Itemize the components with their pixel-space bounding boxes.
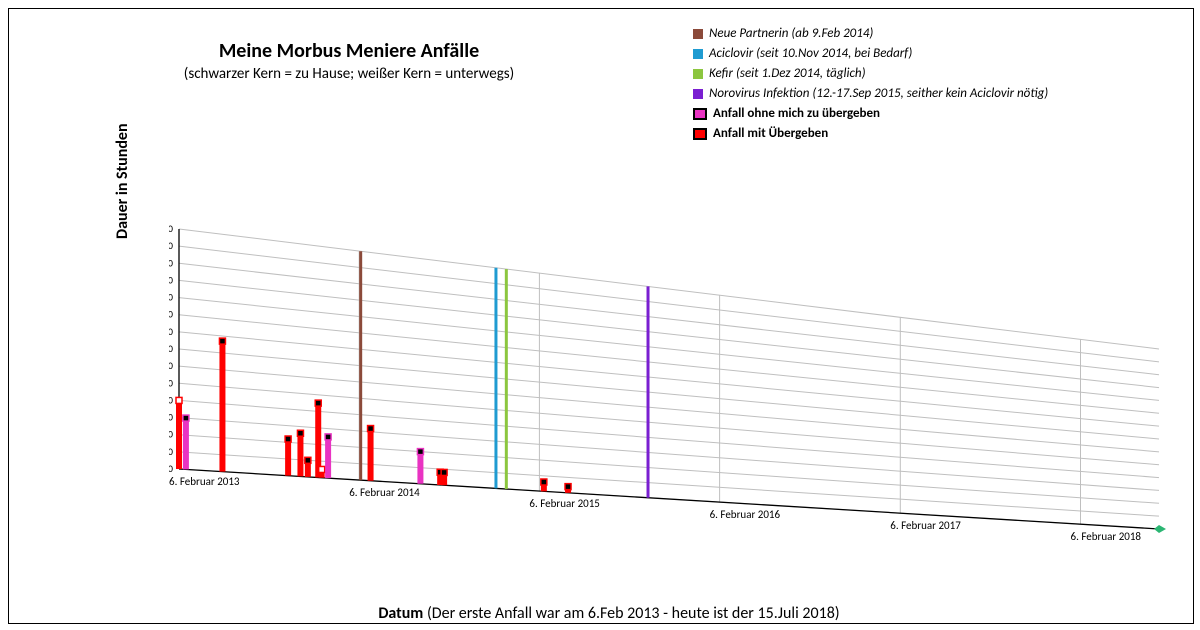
x-tick-label: 6. Februar 2017 [890,519,961,532]
gridline [179,246,1159,362]
bar-kern [297,430,303,436]
legend-swatch [693,89,703,99]
y-tick-label: 4:00 [169,393,173,406]
legend-swatch [693,108,707,120]
y-tick-label: 14:00 [169,222,173,235]
y-axis-label: Dauer in Stunden [113,123,132,239]
bar-kern [315,400,321,406]
y-tick-label: 1:00 [169,445,173,458]
legend-label: Kefir (seit 1.Dez 2014, täglich) [709,67,866,80]
bar-kern [183,415,189,421]
bar-kern [319,466,325,472]
y-tick-label: 10:00 [169,291,173,304]
gridline [179,298,1159,401]
legend-label: Anfall mit Übergeben [713,127,828,140]
legend-label: Anfall ohne mich zu übergeben [713,107,880,120]
gridline [179,229,1159,349]
chart-title: Meine Morbus Meniere Anfälle [9,39,689,63]
y-tick-label: 13:00 [169,239,173,252]
bar-kern [285,436,291,442]
legend-label: Norovirus Infektion (12.-17.Sep 2015, se… [709,87,1048,100]
bar-kern [176,397,182,403]
x-tick-label: 6. Februar 2014 [349,486,420,499]
chart-subtitle: (schwarzer Kern = zu Hause; weißer Kern … [9,65,689,83]
x-tick-label: 6. Februar 2016 [710,508,781,521]
y-tick-label: 3:00 [169,411,173,424]
y-tick-label: 9:00 [169,308,173,321]
y-tick-label: 11:00 [169,273,173,286]
x-axis-label: Datum (Der erste Anfall war am 6.Feb 201… [9,604,1200,623]
legend: Neue Partnerin (ab 9.Feb 2014) Aciclovir … [693,27,1048,147]
bar-kern [565,484,571,490]
bar-kern [417,449,423,455]
bar-kern [325,434,331,440]
y-tick-label: 12:00 [169,256,173,269]
bar-kern [368,426,374,432]
x-tick-label: 6. Februar 2015 [529,497,600,510]
legend-item: Anfall mit Übergeben [693,127,1048,140]
gridline [179,315,1159,414]
gridline [179,280,1159,387]
bar-kern [441,469,447,475]
chart-title-block: Meine Morbus Meniere Anfälle (schwarzer … [9,39,689,83]
legend-item: Norovirus Infektion (12.-17.Sep 2015, se… [693,87,1048,100]
gridline [179,263,1159,374]
x-tick-label: 6. Februar 2018 [1071,530,1142,543]
y-tick-label: 2:00 [169,428,173,441]
legend-item: Kefir (seit 1.Dez 2014, täglich) [693,67,1048,80]
gridline [179,349,1159,439]
chart-plot-area: 0:00 1:00 2:00 3:00 4:00 5:00 6:00 7:00 8:00 9:00… [169,219,1169,559]
legend-swatch [693,128,707,140]
x-tick-label: 6. Februar 2013 [169,475,240,488]
legend-swatch [693,49,703,59]
y-tick-label: 5:00 [169,376,173,389]
legend-label: Aciclovir (seit 10.Nov 2014, bei Bedarf) [709,47,912,60]
end-marker [1154,525,1166,533]
legend-item: Neue Partnerin (ab 9.Feb 2014) [693,27,1048,40]
legend-item: Anfall ohne mich zu übergeben [693,107,1048,120]
bar-kern [305,457,311,463]
bar-kern [219,338,225,344]
legend-label: Neue Partnerin (ab 9.Feb 2014) [709,27,873,40]
legend-item: Aciclovir (seit 10.Nov 2014, bei Bedarf) [693,47,1048,60]
y-tick-label: 7:00 [169,342,173,355]
legend-swatch [693,29,703,39]
y-tick-label: 0:00 [169,462,173,475]
y-tick-label: 8:00 [169,325,173,338]
bar-kern [541,479,547,485]
y-tick-label: 6:00 [169,359,173,372]
legend-swatch [693,69,703,79]
